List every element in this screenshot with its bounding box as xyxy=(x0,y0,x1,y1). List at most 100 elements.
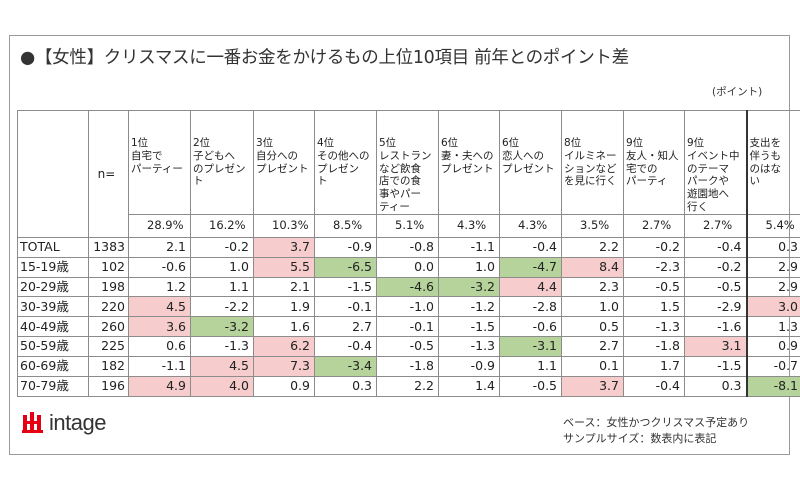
column-header-line: を見に行く xyxy=(564,175,617,188)
share-cell: 3.5% xyxy=(561,213,624,238)
column-header-line: レストラン xyxy=(379,149,432,162)
sample-size-cell: 225 xyxy=(88,336,129,358)
value-cell: 2.7 xyxy=(314,316,377,338)
table-row: 40-49歳 260 3.6 -3.2 1.6 2.7 -0.1 -1.5 -0.6 0.5 -1.… xyxy=(17,316,800,338)
value-cell: 1.0 xyxy=(561,296,624,318)
share-cell: 28.9% xyxy=(128,213,191,238)
column-header-line: ト xyxy=(193,175,204,188)
table-row: 20-29歳 198 1.2 1.1 2.1 -1.5 -4.6 -3.2 4.4 2.3 -0.5… xyxy=(17,276,800,298)
table-body: n= 1位 自宅で パーティー 2位 子どもへ のプレゼント 3位 自分への プレゼント 4位 その他… xyxy=(17,110,800,397)
sample-size-cell: 102 xyxy=(88,256,129,278)
value-cell: 3.6 xyxy=(128,316,191,338)
chart-title: ●【女性】クリスマスに一番お金をかけるもの上位10項目 前年とのポイント差 xyxy=(20,48,629,68)
column-header: 8位 イルミネー ションなど を見に行く xyxy=(561,110,624,215)
value-cell: 3.7 xyxy=(561,376,624,397)
intage-logo: intage xyxy=(22,410,106,436)
share-cell: 8.5% xyxy=(314,213,377,238)
value-cell: -0.2 xyxy=(623,236,685,258)
column-header-line: 店での食 xyxy=(379,175,421,188)
value-cell: -1.5 xyxy=(438,316,500,338)
value-cell: 0.1 xyxy=(561,356,624,378)
value-cell: -0.5 xyxy=(684,276,747,298)
column-header: 1位 自宅で パーティー xyxy=(128,110,191,215)
value-cell: 0.6 xyxy=(128,336,191,358)
column-header-line: 事やパー xyxy=(379,188,421,201)
value-cell: 5.5 xyxy=(253,256,315,278)
column-header-line: 自宅で xyxy=(131,149,163,162)
value-cell: 1.4 xyxy=(438,376,500,397)
column-header-line: 支出を xyxy=(749,137,782,149)
value-cell: -0.7 xyxy=(745,356,800,378)
column-header-line: 1位 xyxy=(131,137,149,149)
value-cell: 2.2 xyxy=(561,236,624,258)
column-header-line: 遊園地へ xyxy=(687,188,729,201)
value-cell: 4.4 xyxy=(499,276,562,298)
row-label: 15-19歳 xyxy=(17,256,89,278)
column-header: 6位 妻・夫への プレゼント xyxy=(438,110,500,215)
column-header: 2位 子どもへ のプレゼント xyxy=(190,110,254,215)
value-cell: -1.5 xyxy=(314,276,377,298)
intage-mark-icon xyxy=(22,412,43,433)
value-cell: -3.2 xyxy=(190,316,254,338)
value-cell: -1.6 xyxy=(684,316,747,338)
column-header-line: 3位 xyxy=(256,137,274,149)
value-cell: -0.1 xyxy=(376,316,439,338)
row-label: 70-79歳 xyxy=(17,376,89,397)
column-header-line: プレゼント xyxy=(441,162,494,175)
column-header-line: 6位 xyxy=(502,137,520,149)
n-header: n= xyxy=(88,110,129,238)
column-header: 3位 自分への プレゼント xyxy=(253,110,315,215)
value-cell: -0.4 xyxy=(499,236,562,258)
value-cell: -0.9 xyxy=(438,356,500,378)
row-label: 30-39歳 xyxy=(17,296,89,318)
row-label: TOTAL xyxy=(17,236,89,258)
value-cell: 0.9 xyxy=(745,336,800,358)
value-cell: -2.2 xyxy=(190,296,254,318)
share-cell: 2.7% xyxy=(684,213,747,238)
value-cell: 2.9 xyxy=(745,276,800,298)
column-header-line: その他への xyxy=(317,149,370,162)
logo-text: intage xyxy=(49,410,106,435)
value-cell: -1.1 xyxy=(128,356,191,378)
value-cell: 3.1 xyxy=(684,336,747,358)
value-cell: -1.5 xyxy=(684,356,747,378)
row-label: 20-29歳 xyxy=(17,276,89,298)
column-header-line: 伴うも xyxy=(749,149,782,162)
column-header-line: ティー xyxy=(379,200,410,213)
value-cell: -1.3 xyxy=(190,336,254,358)
column-header-line: 行く xyxy=(687,200,708,213)
value-cell: -0.4 xyxy=(314,336,377,358)
row-label: 40-49歳 xyxy=(17,316,89,338)
value-cell: -0.2 xyxy=(684,256,747,278)
value-cell: 2.2 xyxy=(376,376,439,397)
value-cell: 2.3 xyxy=(561,276,624,298)
unit-label: (ポイント) xyxy=(712,86,763,98)
sample-size-cell: 1383 xyxy=(88,236,129,258)
row-label: 50-59歳 xyxy=(17,336,89,358)
value-cell: 1.9 xyxy=(253,296,315,318)
value-cell: 2.7 xyxy=(561,336,624,358)
column-header-line: 宅での xyxy=(626,162,658,175)
value-cell: 4.5 xyxy=(190,356,254,378)
column-header-line: 恋人への xyxy=(502,149,544,162)
column-header-line: のテーマ xyxy=(687,162,729,175)
value-cell: 1.1 xyxy=(499,356,562,378)
column-header-line: 5位 xyxy=(379,137,397,149)
value-cell: -0.6 xyxy=(499,316,562,338)
value-cell: 8.4 xyxy=(561,256,624,278)
column-header-line: 子どもへ xyxy=(193,149,235,162)
value-cell: -0.9 xyxy=(314,236,377,258)
value-cell: 1.7 xyxy=(623,356,685,378)
column-header-line: のプレゼン xyxy=(193,162,246,175)
value-cell: -1.3 xyxy=(623,316,685,338)
column-header: 5位 レストラン など飲食 店での食 事やパー ティー xyxy=(376,110,439,215)
column-header-line: 8位 xyxy=(564,137,582,149)
value-cell: -0.8 xyxy=(376,236,439,258)
column-header-line: 自分への xyxy=(256,149,298,162)
table-row: 50-59歳 225 0.6 -1.3 6.2 -0.4 -0.5 -1.3 -3.1 2.7 -1… xyxy=(17,336,800,358)
value-cell: -1.0 xyxy=(376,296,439,318)
footnotes: ベース：女性かつクリスマス予定あり サンプルサイズ：数表内に表記 xyxy=(563,415,749,447)
sample-size-cell: 196 xyxy=(88,376,129,397)
value-cell: -1.2 xyxy=(438,296,500,318)
column-header: 支出を 伴うも のはない xyxy=(745,110,800,215)
